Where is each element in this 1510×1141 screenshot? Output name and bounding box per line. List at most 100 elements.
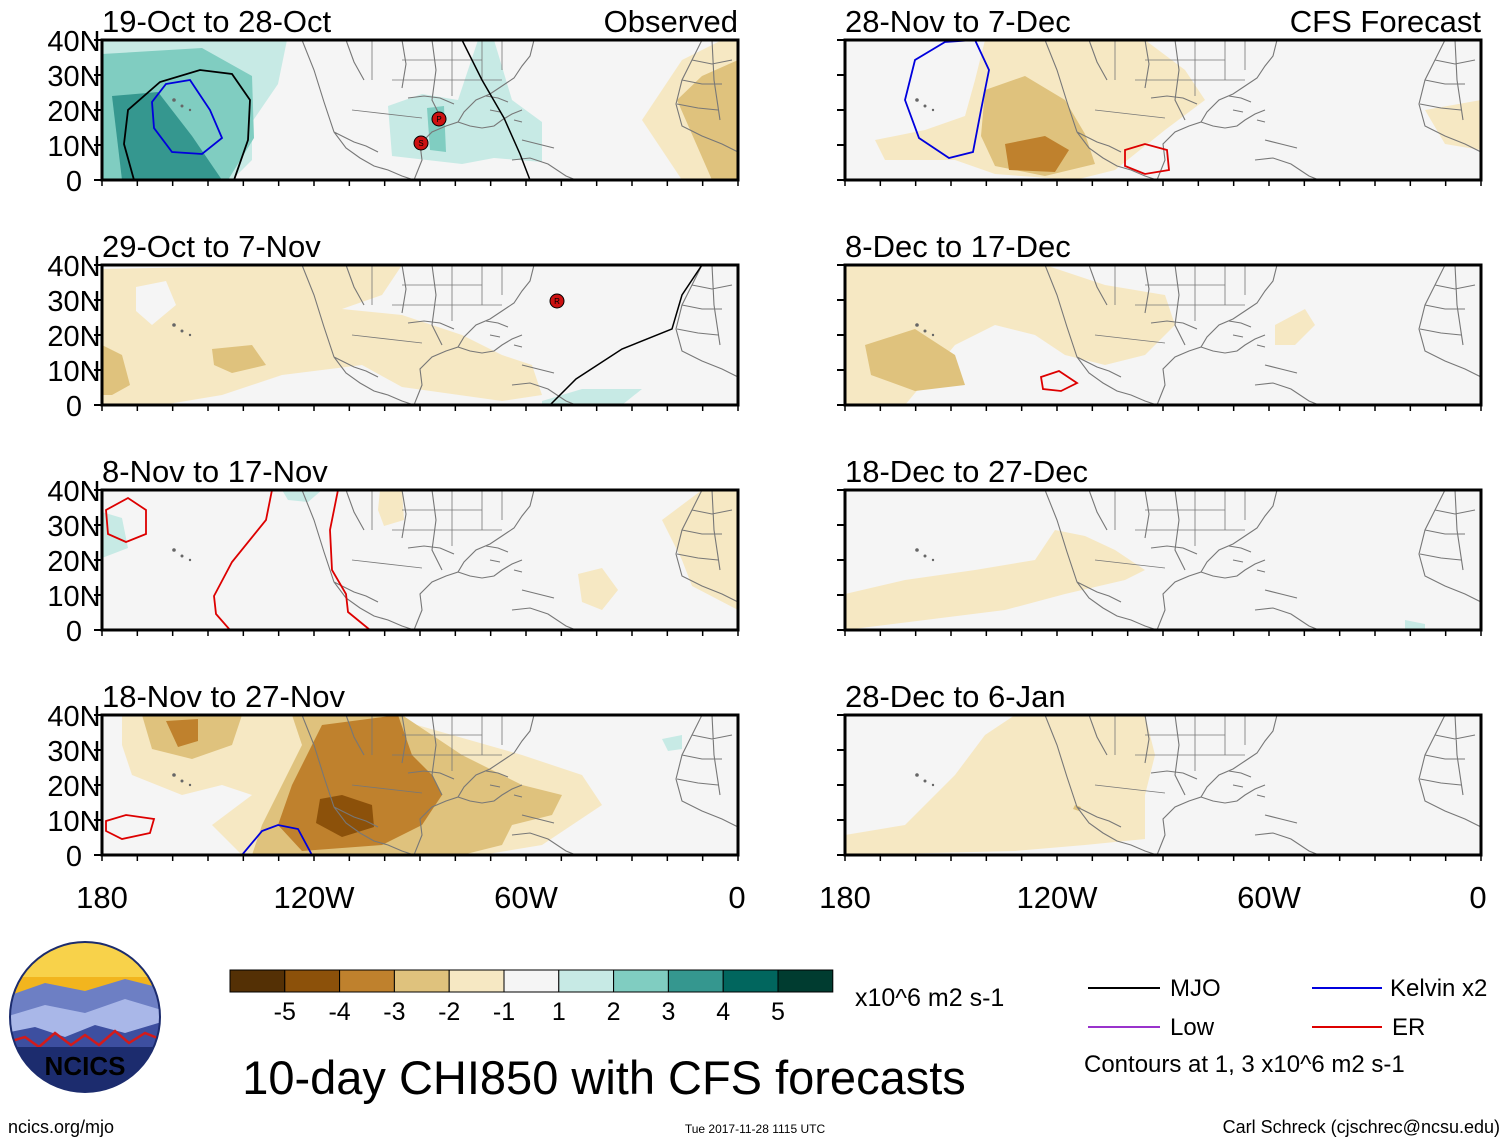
mjo-contour [123, 69, 251, 180]
lat-label: 20N [47, 96, 100, 128]
er-contour [1039, 370, 1079, 392]
er-legend-label: ER [1392, 1014, 1425, 1041]
mjo-legend-label: MJO [1170, 975, 1221, 1002]
chi-shading [212, 345, 266, 373]
colorbar-swatch [667, 969, 724, 993]
figure-title: 10-day CHI850 with CFS forecasts [242, 1051, 966, 1104]
lat-label: 0 [66, 166, 82, 198]
panel-1-period: 19-Oct to 28-Oct [102, 4, 332, 39]
lon-label: 60W [1237, 880, 1301, 915]
panel-4-period: 18-Nov to 27-Nov [102, 679, 345, 714]
kelvin-contour [241, 824, 313, 855]
lat-label: 10N [47, 806, 100, 838]
map-panel-7: 18-Dec to 27-Dec [843, 454, 1483, 632]
chi-shading [1405, 620, 1425, 630]
colorbar-label: -1 [493, 998, 515, 1026]
mjo-contour [461, 40, 531, 180]
map-panel-3: 8-Nov to 17-Nov [100, 454, 740, 632]
lon-label: 120W [274, 880, 356, 915]
lat-label: 0 [66, 616, 82, 648]
longitude-axis-right: 180 120W 60W 0 [819, 880, 1486, 915]
colorbar-swatch [393, 969, 450, 993]
storm-label: R [554, 297, 560, 306]
lat-label: 30N [47, 286, 100, 318]
chi-shading [578, 568, 618, 610]
colorbar-swatch [558, 969, 615, 993]
lat-label: 0 [66, 391, 82, 423]
lat-label: 30N [47, 61, 100, 93]
chi-shading [316, 795, 374, 837]
longitude-axis-left: 180 120W 60W 0 [76, 880, 745, 915]
er-contour [105, 496, 147, 543]
latitude-ticks [94, 39, 1482, 861]
colorbar-swatch [777, 969, 834, 993]
chi-shading [136, 281, 176, 325]
chi-shading [1005, 136, 1069, 172]
map-panel-4: 18-Nov to 27-Nov [100, 679, 740, 857]
map-background [102, 490, 738, 630]
footer-timestamp: Tue 2017-11-28 1115 UTC [685, 1122, 826, 1136]
colorbar-unit: x10^6 m2 s-1 [855, 984, 1004, 1012]
colorbar-label: 3 [661, 998, 675, 1026]
lon-label: 0 [728, 880, 745, 915]
colorbar-swatch [503, 969, 560, 993]
lat-label: 40N [47, 251, 100, 283]
panel-6-period: 8-Dec to 17-Dec [845, 229, 1071, 264]
chi-shading [282, 490, 322, 502]
map-panel-2: 29-Oct to 7-Nov R [100, 229, 740, 407]
logo-text: NCICS [45, 1051, 126, 1081]
latitude-axis: 40N30N20N10N040N30N20N10N040N30N20N10N04… [47, 26, 100, 873]
lat-label: 10N [47, 581, 100, 613]
lon-label: 60W [494, 880, 558, 915]
colorbar-label: -5 [274, 998, 296, 1026]
chi-shading [865, 329, 965, 391]
storm-marker: P [431, 111, 447, 127]
chi-shading [102, 265, 542, 405]
colorbar-swatch [229, 969, 286, 993]
lat-label: 30N [47, 511, 100, 543]
lat-label: 40N [47, 26, 100, 58]
colorbar-label: 4 [716, 998, 730, 1026]
footer-url: ncics.org/mjo [8, 1117, 114, 1137]
chi-shading [662, 490, 738, 610]
er-contour [1124, 143, 1170, 175]
map-panel-8: 28-Dec to 6-Jan [843, 679, 1483, 857]
chi-shading [388, 40, 542, 164]
colorbar-label: -4 [328, 998, 350, 1026]
map-panel-1: 19-Oct to 28-Oct Observed S P [100, 4, 740, 182]
chi-shading [102, 512, 128, 558]
lon-label: 0 [1469, 880, 1486, 915]
footer-credit: Carl Schreck (cjschrec@ncsu.edu) [1223, 1117, 1500, 1137]
storm-marker: R [549, 293, 565, 309]
colorbar-label: 5 [771, 998, 785, 1026]
chi-shading [1425, 100, 1481, 150]
kelvin-contour [151, 79, 224, 155]
panel-3-period: 8-Nov to 17-Nov [102, 454, 328, 489]
lat-label: 20N [47, 321, 100, 353]
chi-shading [845, 530, 1145, 630]
er-contour [329, 490, 371, 630]
lat-label: 40N [47, 701, 100, 733]
map-panel-6: 8-Dec to 17-Dec [843, 229, 1483, 407]
chi-shading [112, 92, 222, 180]
contour-legend: MJO Kelvin x2 Low ER Contours at 1, 3 x1… [1084, 975, 1487, 1078]
chi-shading [166, 719, 198, 747]
chi-shading [378, 490, 404, 526]
lat-label: 40N [47, 476, 100, 508]
panel-5-tag: CFS Forecast [1290, 4, 1482, 39]
low-legend-label: Low [1170, 1014, 1215, 1041]
chi-shading [662, 735, 682, 751]
lat-label: 20N [47, 546, 100, 578]
map-panel-5: 28-Nov to 7-Dec CFS Forecast [843, 4, 1483, 182]
lat-label: 30N [47, 736, 100, 768]
colorbar-swatch [722, 969, 779, 993]
panel-7-period: 18-Dec to 27-Dec [845, 454, 1088, 489]
er-contour [105, 814, 156, 840]
colorbar-swatch [339, 969, 395, 993]
panel-5-period: 28-Nov to 7-Dec [845, 4, 1071, 39]
chi-shading [677, 60, 738, 180]
colorbar-label: -2 [438, 998, 460, 1026]
storm-marker: S [413, 135, 429, 151]
panel-2-period: 29-Oct to 7-Nov [102, 229, 321, 264]
panel-1-tag: Observed [604, 4, 738, 39]
